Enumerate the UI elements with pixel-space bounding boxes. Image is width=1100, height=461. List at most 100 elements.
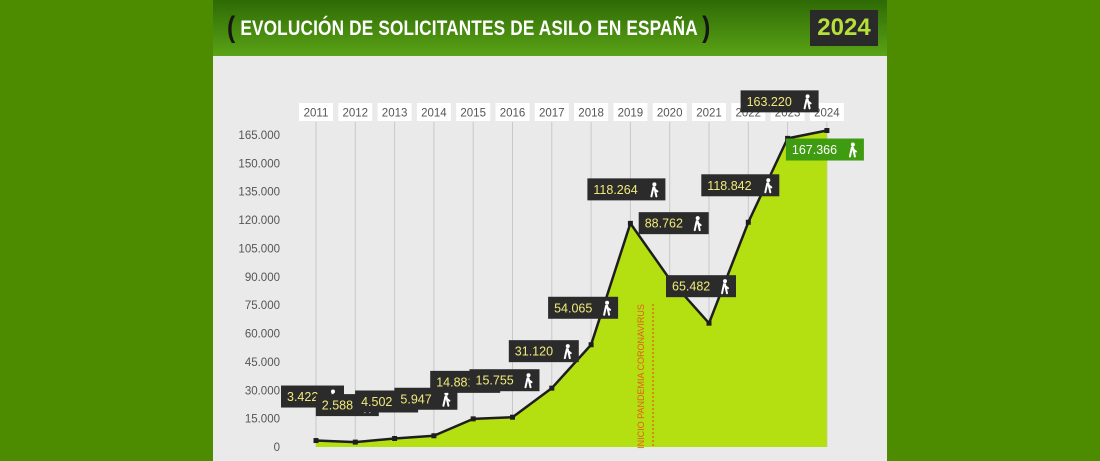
person-icon-head: [850, 142, 855, 147]
value-label-2020: 88.762: [645, 217, 683, 231]
year-label-box-2017: [534, 103, 569, 121]
value-label-box-2023: [740, 90, 819, 113]
y-tick-label: 0: [274, 442, 280, 454]
person-icon-body: [524, 377, 533, 389]
year-label-box-2012: [338, 103, 373, 121]
year-label-box-2015: [456, 103, 491, 121]
title-bracket-open: (: [227, 11, 236, 44]
data-point-2023: [785, 135, 791, 141]
person-walking-icon: [603, 300, 612, 316]
person-icon-head: [565, 344, 570, 349]
person-icon-body: [721, 283, 729, 295]
area-fill: [316, 130, 827, 447]
person-icon-head: [805, 94, 810, 99]
y-tick-label: 45.000: [245, 357, 280, 369]
chart-panel: 2011 2012 2013 2014 2015 2016 2017 2018 2019 2020…: [213, 56, 887, 461]
data-point-2014: [431, 433, 437, 439]
y-tick-label: 135.000: [238, 187, 280, 199]
year-label-box-2013: [377, 103, 412, 121]
value-label-2019: 118.264: [593, 183, 637, 197]
person-icon-head: [695, 216, 700, 221]
year-badge: 2024: [810, 10, 878, 46]
data-point-2016: [510, 414, 515, 420]
person-walking-icon: [563, 344, 572, 360]
y-tick-label: 90.000: [245, 272, 280, 284]
value-label-box-2018: [548, 296, 619, 319]
data-point-2024: [824, 128, 830, 134]
year-label-2012: 2012: [343, 108, 369, 120]
value-label-box-2016: [469, 369, 540, 392]
header-bar: ( EVOLUCIÓN DE SOLICITANTES DE ASILO EN …: [213, 0, 887, 56]
value-label-2012: 2.588: [322, 399, 353, 413]
value-label-2013: 4.502: [361, 395, 392, 409]
y-tick-label: 165.000: [238, 130, 280, 142]
person-walking-icon: [693, 216, 702, 232]
person-icon-head: [766, 178, 771, 183]
data-point-2018: [588, 342, 594, 348]
right-background: [887, 0, 1100, 461]
year-label-2016: 2016: [500, 108, 526, 120]
person-walking-icon: [721, 279, 729, 295]
year-label-2018: 2018: [578, 108, 604, 120]
year-label-2021: 2021: [696, 108, 722, 120]
value-label-2021: 65.482: [672, 280, 710, 294]
y-tick-label: 150.000: [238, 158, 280, 170]
value-label-box-2022: [701, 174, 780, 197]
value-label-2015: 14.881: [436, 375, 474, 389]
year-label-2013: 2013: [382, 108, 408, 120]
y-tick-label: 30.000: [245, 385, 280, 397]
person-icon-body: [693, 220, 702, 232]
data-point-2022: [745, 219, 751, 225]
year-label-2017: 2017: [539, 108, 565, 120]
year-label-2019: 2019: [618, 108, 644, 120]
value-label-box-2014: [394, 387, 458, 410]
person-icon-head: [605, 300, 610, 305]
value-label-2016: 15.755: [476, 374, 514, 388]
person-icon-head: [723, 279, 727, 284]
value-label-box-2020: [638, 212, 709, 235]
person-icon-body: [603, 304, 612, 316]
year-label-box-2014: [416, 103, 451, 121]
year-label-box-2018: [574, 103, 609, 121]
person-walking-icon: [764, 178, 773, 194]
data-point-2013: [392, 435, 398, 441]
person-icon-head: [652, 182, 657, 187]
value-label-box-2021: [666, 275, 736, 298]
value-label-2011: 3.422: [287, 390, 318, 404]
y-tick-label: 120.000: [238, 215, 280, 227]
person-walking-icon: [524, 373, 533, 389]
value-label-box-2019: [587, 178, 666, 201]
person-icon-head: [526, 373, 531, 378]
person-icon-body: [650, 186, 659, 198]
value-label-box-2017: [508, 340, 579, 363]
year-label-box-2021: [692, 103, 726, 121]
person-icon-body: [563, 348, 572, 360]
year-label-2015: 2015: [460, 108, 486, 120]
data-point-2021: [706, 320, 712, 326]
value-label-2018: 54.065: [554, 301, 592, 315]
y-tick-label: 105.000: [238, 243, 280, 255]
value-label-2017: 31.120: [515, 345, 553, 359]
value-label-2014: 5.947: [400, 392, 431, 406]
year-label-2014: 2014: [421, 108, 447, 120]
data-point-2017: [549, 385, 555, 391]
person-icon-body: [803, 98, 812, 110]
person-icon-head: [331, 389, 335, 394]
chart-title: ( EVOLUCIÓN DE SOLICITANTES DE ASILO EN …: [227, 10, 711, 46]
data-point-2012: [352, 439, 358, 445]
person-walking-icon: [848, 142, 857, 158]
left-background: [0, 0, 213, 461]
value-label-box-2024: [785, 138, 864, 161]
y-tick-label: 75.000: [245, 300, 280, 312]
data-point-2015: [470, 416, 476, 422]
data-point-2019: [627, 220, 633, 226]
year-label-box-2019: [613, 103, 648, 121]
title-text: EVOLUCIÓN DE SOLICITANTES DE ASILO EN ES…: [240, 17, 698, 40]
person-walking-icon: [803, 94, 812, 110]
title-bracket-close: ): [702, 11, 711, 44]
year-label-box-2016: [495, 103, 530, 121]
pandemic-annotation: INICIO PANDEMIA CORONAVIRUS: [636, 304, 646, 449]
value-label-2022: 118.842: [707, 179, 751, 193]
person-icon-body: [764, 182, 773, 194]
